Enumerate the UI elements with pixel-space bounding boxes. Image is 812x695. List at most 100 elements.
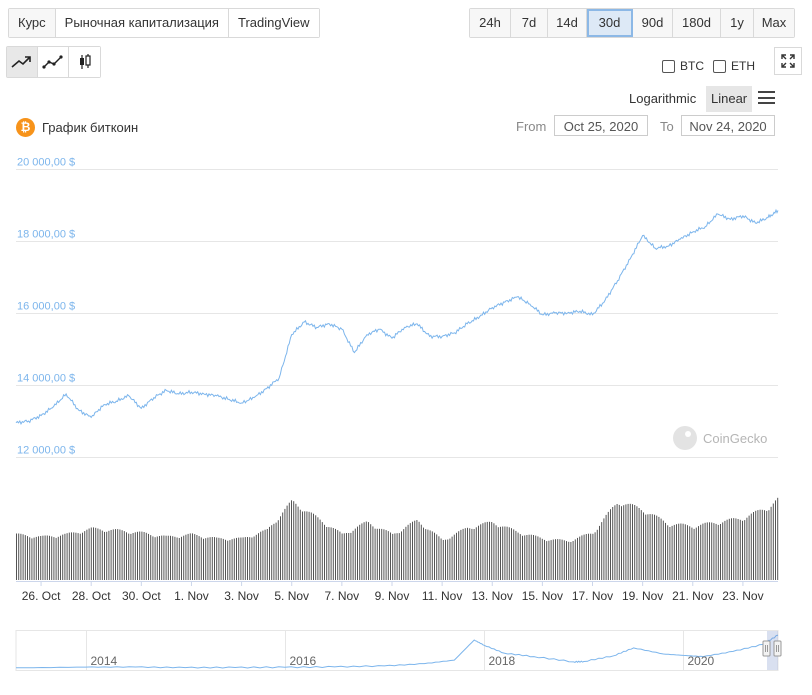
volume-bar bbox=[51, 536, 53, 580]
volume-bar bbox=[596, 529, 598, 580]
volume-bar bbox=[238, 537, 240, 580]
chart-tabs: Курс Рыночная капитализация TradingView bbox=[8, 8, 320, 38]
volume-bar bbox=[431, 531, 433, 580]
volume-bar bbox=[335, 528, 336, 580]
navigator-tick-label: 2020 bbox=[688, 654, 715, 668]
volume-bar bbox=[632, 504, 633, 580]
volume-bar bbox=[390, 532, 391, 580]
volume-bar bbox=[271, 525, 273, 580]
volume-bar bbox=[407, 524, 409, 580]
volume-bar bbox=[71, 532, 72, 580]
volume-bar bbox=[412, 521, 413, 580]
grid-lines bbox=[16, 169, 778, 458]
volume-bar bbox=[687, 525, 688, 580]
line-chart-icon[interactable] bbox=[7, 47, 38, 77]
volume-bar bbox=[761, 509, 763, 580]
volume-bar bbox=[247, 537, 248, 580]
volume-bar bbox=[53, 537, 55, 580]
tab-price[interactable]: Курс bbox=[9, 9, 56, 37]
volume-bar bbox=[515, 530, 517, 580]
volume-bar bbox=[557, 539, 559, 580]
from-date-input[interactable]: Oct 25, 2020 bbox=[554, 115, 648, 136]
volume-bar bbox=[581, 535, 583, 580]
range-max-button[interactable]: Max bbox=[754, 9, 794, 37]
volume-bar bbox=[383, 529, 385, 580]
navigator-axis-labels: 2014 2016 2018 2020 bbox=[91, 654, 715, 668]
volume-bar bbox=[588, 533, 589, 580]
volume-bar bbox=[574, 539, 576, 580]
volume-bar bbox=[755, 510, 757, 580]
range-1y-button[interactable]: 1y bbox=[721, 9, 754, 37]
volume-bar bbox=[275, 522, 277, 580]
navigator[interactable]: 2014 2016 2018 2020 bbox=[15, 630, 782, 671]
x-tick-label: 13. Nov bbox=[472, 589, 513, 603]
tab-tradingview[interactable]: TradingView bbox=[228, 9, 319, 37]
range-180d-button[interactable]: 180d bbox=[673, 9, 721, 37]
x-tick-label: 3. Nov bbox=[224, 589, 259, 603]
volume-bar bbox=[680, 523, 682, 580]
volume-bar bbox=[500, 526, 501, 580]
volume-bar bbox=[112, 529, 114, 580]
volume-bar bbox=[207, 537, 209, 580]
volume-bar bbox=[346, 533, 347, 580]
volume-bar bbox=[676, 524, 677, 580]
volume-bar bbox=[178, 538, 180, 580]
linear-scale-button[interactable]: Linear bbox=[706, 86, 753, 112]
range-7d-button[interactable]: 7d bbox=[511, 9, 548, 37]
volume-bar bbox=[62, 534, 64, 580]
volume-bar bbox=[90, 527, 92, 580]
volume-bar bbox=[339, 531, 341, 580]
tab-market-cap[interactable]: Рыночная капитализация bbox=[55, 9, 229, 37]
volume-bar bbox=[627, 503, 629, 580]
volume-bar bbox=[40, 536, 42, 580]
volume-bar bbox=[258, 533, 259, 580]
range-selector: 24h 7d 14d 30d 90d 180d 1y Max bbox=[469, 8, 795, 38]
volume-bar bbox=[700, 524, 702, 580]
point-line-chart-icon[interactable] bbox=[38, 47, 69, 77]
checkbox-box[interactable] bbox=[713, 59, 726, 73]
volume-bar bbox=[315, 515, 317, 580]
volume-bar bbox=[209, 537, 211, 580]
range-24h-button[interactable]: 24h bbox=[470, 9, 511, 37]
range-14d-button[interactable]: 14d bbox=[548, 9, 587, 37]
volume-bar bbox=[262, 530, 264, 580]
volume-bar bbox=[117, 529, 119, 580]
volume-bar bbox=[370, 524, 372, 580]
range-90d-button[interactable]: 90d bbox=[633, 9, 673, 37]
compare-btc-checkbox[interactable]: BTC bbox=[662, 59, 704, 73]
volume-bar bbox=[189, 533, 191, 580]
volume-bar bbox=[174, 536, 176, 580]
volume-bar bbox=[376, 528, 378, 580]
volume-bar bbox=[405, 526, 407, 580]
volume-bar bbox=[97, 528, 99, 580]
volume-bar bbox=[66, 533, 68, 580]
log-scale-button[interactable]: Logarithmic bbox=[629, 91, 697, 106]
volume-bar bbox=[260, 531, 262, 580]
volume-bar bbox=[49, 535, 50, 580]
menu-icon[interactable] bbox=[758, 91, 775, 104]
volume-bar bbox=[625, 504, 627, 580]
volume-bar bbox=[566, 541, 567, 580]
volume-bar bbox=[110, 530, 112, 580]
volume-bar bbox=[720, 524, 721, 580]
navigator-handle-right bbox=[773, 640, 782, 657]
volume-bar bbox=[709, 522, 710, 580]
volume-bar bbox=[264, 529, 266, 580]
volume-bar bbox=[44, 535, 46, 580]
range-30d-button[interactable]: 30d bbox=[587, 9, 633, 37]
x-tick-label: 23. Nov bbox=[722, 589, 763, 603]
checkbox-box[interactable] bbox=[662, 59, 675, 73]
volume-bar bbox=[284, 508, 286, 580]
volume-bar bbox=[77, 533, 79, 580]
x-tick-label: 11. Nov bbox=[422, 589, 462, 603]
volume-bar bbox=[541, 538, 543, 580]
candlestick-icon[interactable] bbox=[69, 47, 100, 77]
volume-bar bbox=[717, 524, 719, 580]
to-date-input[interactable]: Nov 24, 2020 bbox=[681, 115, 775, 136]
volume-bar bbox=[451, 536, 453, 580]
fullscreen-button[interactable] bbox=[774, 47, 802, 75]
volume-bar bbox=[706, 522, 708, 580]
compare-eth-checkbox[interactable]: ETH bbox=[713, 59, 755, 73]
volume-bar bbox=[348, 533, 350, 580]
